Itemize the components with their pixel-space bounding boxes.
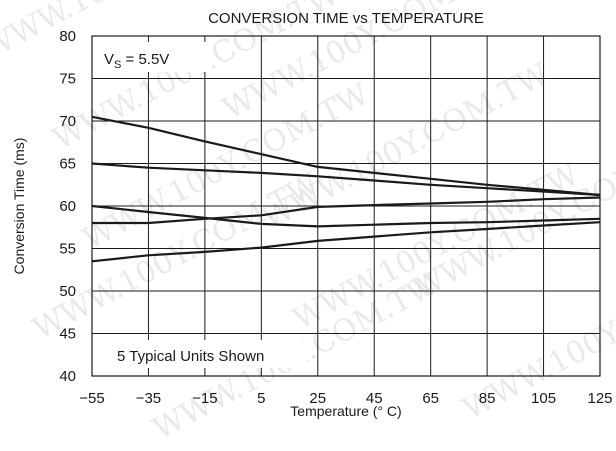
- x-axis-ticks: −55 −35 −15 5 25 45 65 85 105 125: [79, 390, 612, 407]
- x-tick-label: −55: [79, 390, 104, 407]
- units-note-bg: [108, 340, 306, 368]
- vs-annotation-bg: [97, 42, 210, 72]
- y-tick-label: 50: [59, 283, 76, 300]
- units-note: 5 Typical Units Shown: [117, 348, 264, 365]
- y-axis-ticks: 40 45 50 55 60 65 70 75 80: [59, 28, 76, 385]
- series-layer: [91, 115, 601, 263]
- vs-annotation: VS = 5.5V: [104, 51, 169, 71]
- x-tick-label: 125: [587, 390, 612, 407]
- x-tick-label: 65: [422, 390, 439, 407]
- x-tick-label: 105: [531, 390, 556, 407]
- y-tick-label: 45: [59, 326, 76, 343]
- x-tick-label: −15: [192, 390, 217, 407]
- y-tick-label: 40: [59, 368, 76, 385]
- x-tick-label: 85: [479, 390, 496, 407]
- y-axis-label: Conversion Time (ms): [11, 138, 27, 275]
- x-axis-label: Temperature (° C): [290, 403, 401, 419]
- x-tick-label: 45: [366, 390, 383, 407]
- series-line-3: [92, 196, 601, 225]
- y-tick-label: 60: [59, 198, 76, 215]
- y-tick-label: 75: [59, 71, 76, 88]
- series-line-4: [91, 204, 601, 228]
- series-line-2: [91, 162, 601, 197]
- grid: [92, 36, 600, 376]
- y-tick-label: 80: [59, 28, 76, 45]
- vs-subscript: S: [114, 59, 121, 71]
- vs-value: = 5.5V: [121, 51, 169, 68]
- x-tick-label: 5: [257, 390, 265, 407]
- vs-symbol: V: [104, 51, 114, 68]
- series-line-5: [91, 221, 601, 263]
- y-tick-label: 70: [59, 113, 76, 130]
- y-tick-label: 65: [59, 156, 76, 173]
- chart-title: CONVERSION TIME vs TEMPERATURE: [208, 10, 484, 27]
- y-tick-label: 55: [59, 241, 76, 258]
- x-tick-label: −35: [136, 390, 161, 407]
- series-line-1: [91, 115, 601, 197]
- x-tick-label: 25: [309, 390, 326, 407]
